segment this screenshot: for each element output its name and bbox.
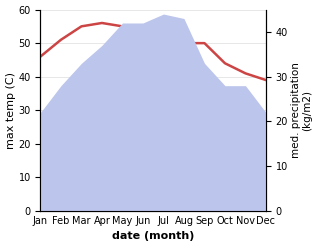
Y-axis label: max temp (C): max temp (C) xyxy=(5,72,16,149)
Y-axis label: med. precipitation
(kg/m2): med. precipitation (kg/m2) xyxy=(291,62,313,158)
X-axis label: date (month): date (month) xyxy=(112,231,194,242)
